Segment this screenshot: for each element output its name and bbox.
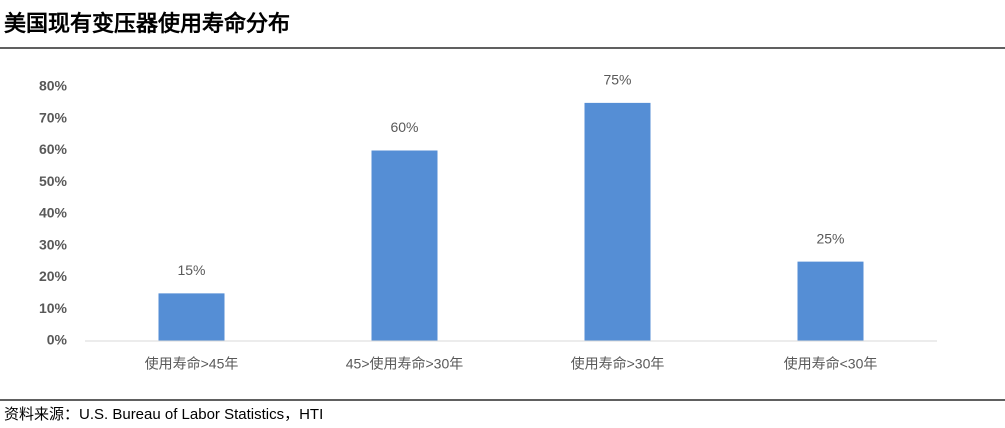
value-label: 60% [390,119,418,135]
bar [371,150,438,341]
y-tick-label: 60% [39,141,68,157]
y-tick-label: 30% [39,236,68,252]
chart-title: 美国现有变压器使用寿命分布 [4,11,290,36]
value-label: 25% [816,230,844,246]
y-tick-label: 50% [39,173,68,189]
bar [158,293,225,341]
value-label: 15% [177,262,205,278]
y-tick-label: 80% [39,78,68,94]
y-tick-label: 70% [39,109,68,125]
y-tick-label: 0% [47,332,68,348]
bar [797,261,864,341]
y-tick-label: 40% [39,205,68,221]
x-tick-label: 使用寿命>30年 [571,356,665,372]
x-tick-label: 使用寿命<30年 [784,356,878,372]
value-label: 75% [603,72,631,88]
source-note: 资料来源：U.S. Bureau of Labor Statistics，HTI [4,406,323,423]
bar [584,102,651,341]
y-tick-label: 10% [39,300,68,316]
x-tick-label: 45>使用寿命>30年 [346,356,464,372]
x-tick-label: 使用寿命>45年 [145,356,239,372]
y-tick-label: 20% [39,268,68,284]
